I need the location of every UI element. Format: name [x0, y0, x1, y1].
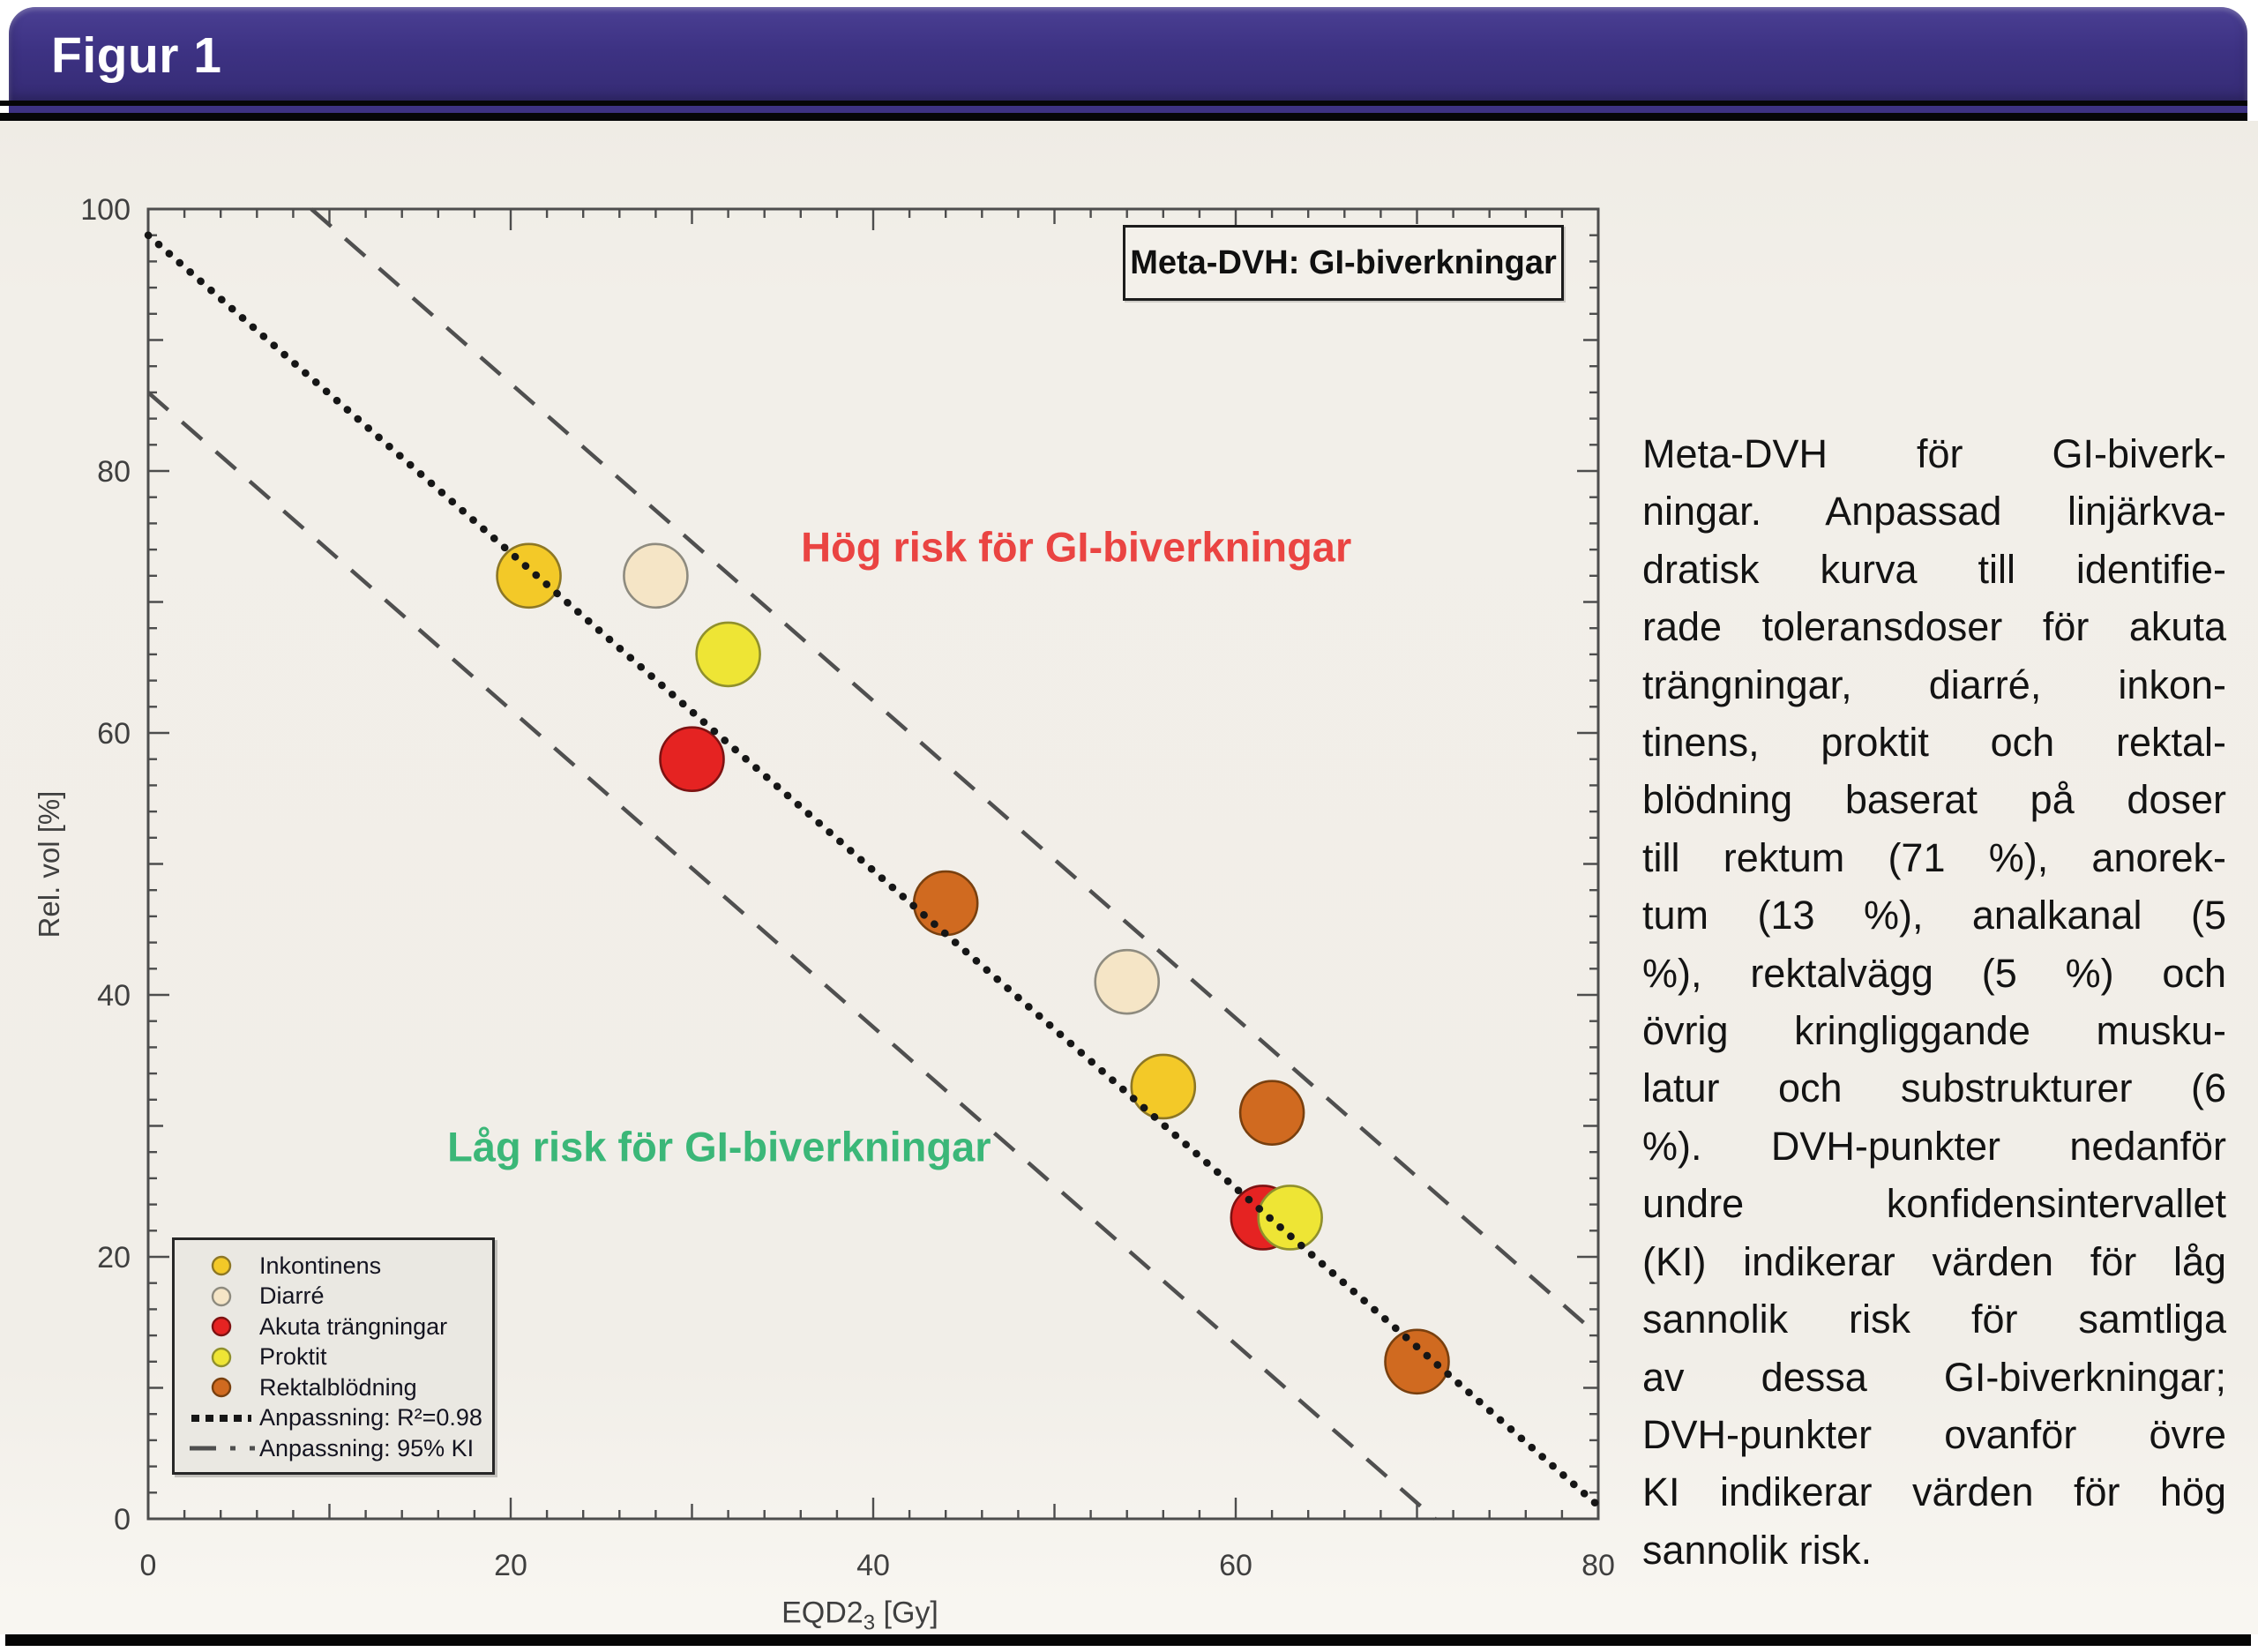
legend-marker-icon: [183, 1344, 259, 1371]
y-tick-label: 40: [97, 979, 131, 1013]
ci-lower: [146, 391, 1437, 1521]
point-proktit: [1257, 1185, 1323, 1251]
caption-line: %), rektalvägg (5 %) och: [1642, 950, 2226, 996]
point-rektalbl-dning: [1238, 1080, 1305, 1146]
caption-line: trängningar, diarré, inkon-: [1642, 662, 2226, 707]
legend-marker-icon: [183, 1374, 259, 1401]
legend-item: Diarré: [183, 1282, 483, 1312]
bottom-divider: [5, 1634, 2251, 1646]
legend-item: Anpassning: R²=0.98: [183, 1403, 483, 1433]
y-tick-label: 100: [80, 193, 131, 227]
y-axis-title: Rel. vol [%]: [33, 790, 65, 938]
x-tick-label: 0: [140, 1549, 157, 1582]
caption-line: undre konfidensintervallet: [1642, 1181, 2226, 1227]
y-tick-label: 80: [97, 455, 131, 489]
legend-item: Proktit: [183, 1342, 483, 1372]
legend-item-label: Proktit: [259, 1343, 327, 1370]
figure-header: Figur 1: [9, 7, 2247, 104]
figure-title: Figur 1: [51, 27, 222, 84]
x-axis-title: EQD23 [Gy]: [781, 1596, 938, 1635]
point-diarr-: [623, 542, 689, 609]
caption-line: tum (13 %), analkanal (5: [1642, 893, 2226, 938]
caption-line: sannolik risk.: [1642, 1527, 1873, 1573]
header-divider-top: [0, 101, 2247, 106]
caption-line: till rektum (71 %), anorek-: [1642, 834, 2226, 880]
legend-item: Inkontinens: [183, 1251, 483, 1281]
caption-line: dratisk kurva till identifie-: [1642, 546, 2226, 592]
x-tick-label: 40: [856, 1549, 890, 1582]
legend-marker-icon: [183, 1252, 259, 1279]
legend-item: Akuta trängningar: [183, 1312, 483, 1342]
legend-item-label: Anpassning: 95% KI: [259, 1434, 475, 1461]
point-inkontinens: [1130, 1053, 1197, 1120]
y-tick-label: 20: [97, 1241, 131, 1275]
caption-line: övrig kringliggande musku-: [1642, 1008, 2226, 1054]
y-tick-label: 60: [97, 717, 131, 751]
caption-line: blödning baserat på doser: [1642, 777, 2226, 823]
legend-item-label: Anpassning: R²=0.98: [259, 1404, 482, 1431]
caption-line: latur och substrukturer (6: [1642, 1065, 2226, 1111]
point-rektalbl-dning: [912, 870, 979, 937]
legend-item-label: Akuta trängningar: [259, 1312, 448, 1340]
chart-legend: Inkontinens Diarré Akuta trängningar Prokti…: [172, 1237, 495, 1475]
legend-item: Rektalblödning: [183, 1372, 483, 1402]
caption-line: DVH-punkter ovanför övre: [1642, 1411, 2226, 1457]
caption-line: KI indikerar värden för hög: [1642, 1469, 2226, 1515]
point-akuta-tr-ngningar: [659, 726, 725, 793]
point-inkontinens: [496, 542, 562, 609]
low-risk-label: Låg risk för GI-biverkningar: [447, 1123, 991, 1170]
legend-line-icon: [183, 1412, 259, 1424]
chart-title: Meta-DVH: GI-biverkningar: [1130, 243, 1557, 281]
legend-line-icon: [183, 1442, 259, 1454]
caption-line: rade toleransdoser för akuta: [1642, 604, 2226, 650]
point-diarr-: [1094, 948, 1160, 1015]
header-divider-bottom: [0, 113, 2247, 121]
legend-item-label: Rektalblödning: [259, 1373, 417, 1401]
caption-line: ningar. Anpassad linjärkva-: [1642, 489, 2226, 534]
legend-item-label: Inkontinens: [259, 1252, 382, 1279]
ci-upper: [310, 207, 1600, 1337]
caption-line: av dessa GI-biverkningar;: [1642, 1354, 2226, 1400]
caption-line: Meta-DVH för GI-biverk-: [1642, 431, 2226, 476]
caption-line: sannolik risk för samtliga: [1642, 1297, 2226, 1342]
point-proktit: [695, 621, 761, 688]
point-rektalbl-dning: [1384, 1328, 1450, 1395]
high-risk-label: Hög risk för GI-biverkningar: [801, 523, 1352, 571]
caption-line: (KI) indikerar värden för låg: [1642, 1238, 2226, 1284]
caption-line: %). DVH-punkter nedanför: [1642, 1123, 2226, 1169]
legend-item-label: Diarré: [259, 1282, 325, 1309]
figure-caption: Meta-DVH för GI-biverk-ningar. Anpassad …: [1642, 425, 2226, 1579]
fit-line: [144, 231, 1603, 1510]
y-tick-label: 0: [114, 1503, 131, 1536]
x-tick-label: 60: [1219, 1549, 1252, 1582]
legend-marker-icon: [183, 1313, 259, 1340]
caption-line: tinens, proktit och rektal-: [1642, 720, 2226, 766]
x-tick-label: 80: [1581, 1549, 1615, 1582]
legend-item: Anpassning: 95% KI: [183, 1433, 483, 1463]
legend-marker-icon: [183, 1283, 259, 1310]
x-tick-label: 20: [494, 1549, 527, 1582]
chart-title-box: Meta-DVH: GI-biverkningar: [1123, 225, 1564, 301]
